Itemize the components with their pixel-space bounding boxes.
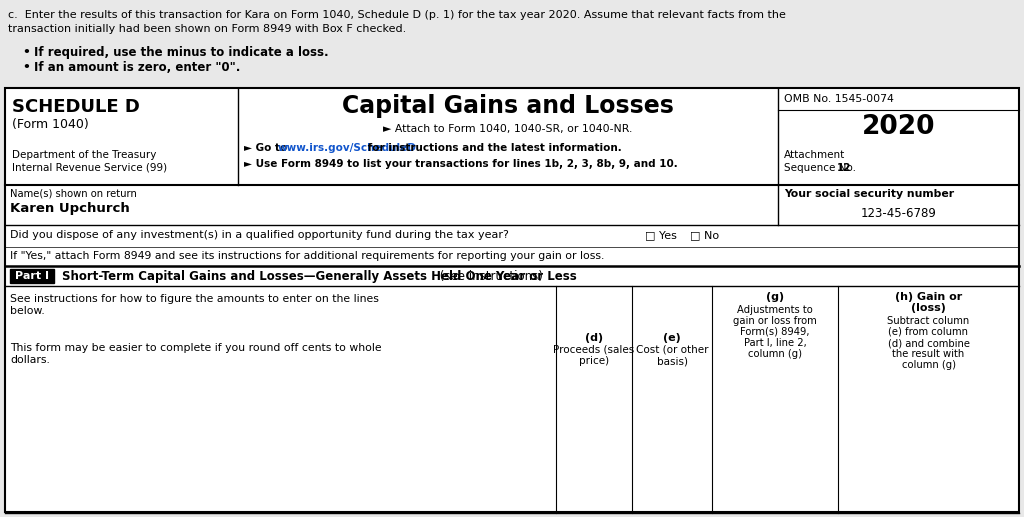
Bar (5, 88, 1019, 512)
Bar (10, 269, 54, 283)
Text: Internal Revenue Service (99): Internal Revenue Service (99) (12, 163, 167, 173)
Text: If required, use the minus to indicate a loss.: If required, use the minus to indicate a… (34, 46, 329, 59)
Text: □ Yes: □ Yes (645, 230, 677, 240)
Text: 123-45-6789: 123-45-6789 (860, 207, 936, 220)
Text: This form may be easier to complete if you round off cents to whole: This form may be easier to complete if y… (10, 343, 382, 353)
Text: Subtract column: Subtract column (888, 316, 970, 326)
Text: Attachment: Attachment (784, 150, 845, 160)
Text: www.irs.gov/ScheduleD: www.irs.gov/ScheduleD (278, 143, 416, 153)
Text: (g): (g) (766, 292, 784, 302)
Text: Proceeds (sales: Proceeds (sales (553, 345, 635, 355)
Text: (see instructions): (see instructions) (435, 270, 543, 283)
Text: See instructions for how to figure the amounts to enter on the lines: See instructions for how to figure the a… (10, 294, 379, 304)
Text: Form(s) 8949,: Form(s) 8949, (740, 327, 810, 337)
Text: ► Use Form 8949 to list your transactions for lines 1b, 2, 3, 8b, 9, and 10.: ► Use Form 8949 to list your transaction… (244, 159, 678, 169)
Text: Adjustments to: Adjustments to (737, 305, 813, 315)
Text: dollars.: dollars. (10, 355, 50, 365)
Text: 2020: 2020 (862, 114, 935, 140)
Text: (e) from column: (e) from column (889, 327, 969, 337)
Text: Karen Upchurch: Karen Upchurch (10, 202, 130, 215)
Text: •: • (22, 61, 30, 74)
Text: Did you dispose of any investment(s) in a qualified opportunity fund during the : Did you dispose of any investment(s) in … (10, 230, 509, 240)
Text: If "Yes," attach Form 8949 and see its instructions for additional requirements : If "Yes," attach Form 8949 and see its i… (10, 251, 604, 261)
Text: Capital Gains and Losses: Capital Gains and Losses (342, 94, 674, 118)
Text: If an amount is zero, enter "0".: If an amount is zero, enter "0". (34, 61, 241, 74)
Text: (d): (d) (585, 333, 603, 343)
Text: Name(s) shown on return: Name(s) shown on return (10, 189, 137, 199)
Text: ► Attach to Form 1040, 1040-SR, or 1040-NR.: ► Attach to Form 1040, 1040-SR, or 1040-… (383, 124, 633, 134)
Text: Part I: Part I (15, 271, 49, 281)
Text: OMB No. 1545-0074: OMB No. 1545-0074 (784, 94, 894, 104)
Text: price): price) (579, 356, 609, 366)
Text: below.: below. (10, 306, 45, 316)
Text: Short-Term Capital Gains and Losses—Generally Assets Held One Year or Less: Short-Term Capital Gains and Losses—Gene… (62, 270, 577, 283)
Text: •: • (22, 46, 30, 59)
Text: transaction initially had been shown on Form 8949 with Box F checked.: transaction initially had been shown on … (8, 24, 407, 34)
Text: column (g): column (g) (748, 349, 802, 359)
Text: c.  Enter the results of this transaction for Kara on Form 1040, Schedule D (p. : c. Enter the results of this transaction… (8, 10, 785, 20)
Text: (h) Gain or: (h) Gain or (895, 292, 963, 302)
Text: (loss): (loss) (911, 303, 946, 313)
Text: ► Go to: ► Go to (244, 143, 291, 153)
Text: Sequence No.: Sequence No. (784, 163, 859, 173)
Text: (d) and combine: (d) and combine (888, 338, 970, 348)
Bar (5, 88, 1019, 512)
Text: for instructions and the latest information.: for instructions and the latest informat… (365, 143, 623, 153)
Text: Department of the Treasury: Department of the Treasury (12, 150, 157, 160)
Text: SCHEDULE D: SCHEDULE D (12, 98, 140, 116)
Text: the result with: the result with (892, 349, 965, 359)
Text: gain or loss from: gain or loss from (733, 316, 817, 326)
Text: 12: 12 (838, 163, 852, 173)
Text: (Form 1040): (Form 1040) (12, 118, 89, 131)
Text: Cost (or other: Cost (or other (636, 345, 709, 355)
Text: column (g): column (g) (901, 360, 955, 370)
Text: □ No: □ No (690, 230, 719, 240)
Text: (e): (e) (664, 333, 681, 343)
Text: Your social security number: Your social security number (784, 189, 954, 199)
Text: Part I, line 2,: Part I, line 2, (743, 338, 806, 348)
Text: basis): basis) (656, 356, 687, 366)
